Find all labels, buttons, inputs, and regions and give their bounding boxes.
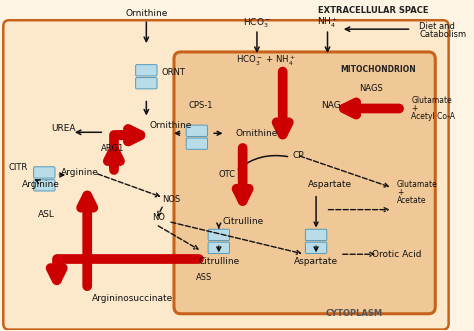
Text: ASL: ASL (37, 210, 55, 219)
Text: Catabolism: Catabolism (419, 29, 466, 39)
Text: ARG1: ARG1 (101, 144, 125, 153)
FancyBboxPatch shape (3, 20, 448, 330)
Text: Argininosuccinate: Argininosuccinate (92, 294, 173, 304)
Text: EXTRACELLULAR SPACE: EXTRACELLULAR SPACE (318, 6, 428, 15)
FancyBboxPatch shape (305, 229, 327, 241)
Text: Citrulline: Citrulline (198, 257, 239, 266)
Text: CPS-1: CPS-1 (189, 101, 213, 110)
Text: NOS: NOS (162, 195, 180, 204)
Text: HCO$_3^-$ + NH$_4^+$: HCO$_3^-$ + NH$_4^+$ (237, 54, 297, 68)
Text: UREA: UREA (51, 124, 75, 133)
FancyBboxPatch shape (186, 125, 208, 136)
FancyBboxPatch shape (34, 167, 55, 178)
Text: NO: NO (152, 213, 165, 222)
FancyBboxPatch shape (208, 242, 229, 254)
Text: CP: CP (292, 151, 304, 160)
FancyBboxPatch shape (305, 242, 327, 254)
Text: Glutamate: Glutamate (397, 180, 438, 189)
Text: HCO$_3^-$: HCO$_3^-$ (243, 17, 271, 30)
Text: CITR: CITR (9, 164, 28, 172)
Text: Ornithine: Ornithine (236, 129, 278, 138)
Text: Glutamate: Glutamate (411, 96, 452, 105)
FancyBboxPatch shape (174, 52, 435, 314)
FancyBboxPatch shape (186, 138, 208, 149)
Text: Aspartate: Aspartate (308, 180, 353, 189)
Text: Arginine: Arginine (61, 168, 99, 177)
FancyBboxPatch shape (208, 229, 229, 241)
Text: OTC: OTC (219, 170, 236, 179)
FancyBboxPatch shape (136, 65, 157, 76)
Text: Arginine: Arginine (22, 180, 60, 189)
Text: CYTOPLASM: CYTOPLASM (326, 309, 383, 318)
Text: Ornithine: Ornithine (149, 121, 191, 130)
Text: +: + (397, 188, 403, 197)
Text: Acetate: Acetate (397, 196, 427, 205)
Text: Orotic Acid: Orotic Acid (373, 250, 422, 259)
FancyBboxPatch shape (136, 77, 157, 89)
Text: Citrulline: Citrulline (222, 217, 263, 226)
Text: MITOCHONDRION: MITOCHONDRION (340, 65, 416, 74)
Text: ORNT: ORNT (162, 68, 185, 77)
Text: +: + (411, 104, 418, 113)
Text: ASS: ASS (196, 272, 213, 282)
Text: Acetyl Co-A: Acetyl Co-A (411, 112, 456, 121)
Text: NAG: NAG (321, 101, 341, 110)
Text: NAGS: NAGS (359, 84, 383, 93)
Text: Aspartate: Aspartate (294, 257, 338, 266)
FancyBboxPatch shape (34, 180, 55, 191)
Text: Diet and: Diet and (419, 22, 455, 31)
Text: NH$_4^+$: NH$_4^+$ (317, 16, 338, 30)
Text: Ornithine: Ornithine (125, 9, 167, 18)
